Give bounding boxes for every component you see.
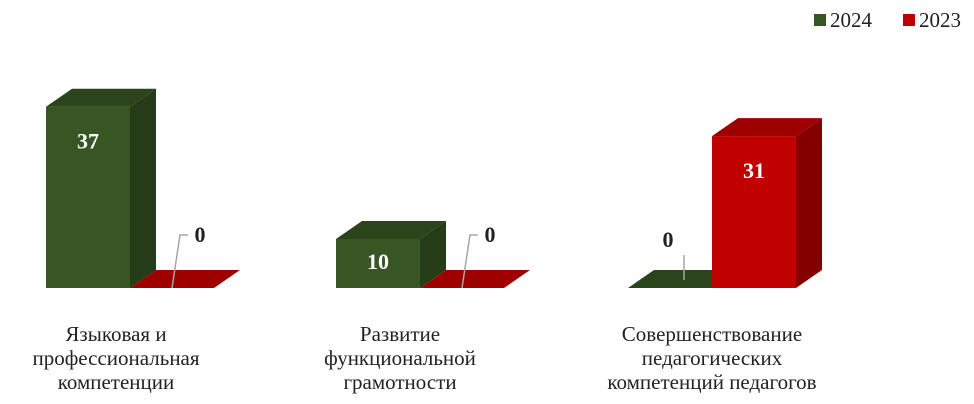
leader-line xyxy=(171,234,188,289)
category-label-line: Развитие xyxy=(360,322,440,346)
bar-side xyxy=(130,88,156,288)
category-label-line: грамотности xyxy=(343,370,456,394)
data-label-2024-3: 0 xyxy=(663,227,674,252)
legend-label: 2024 xyxy=(830,8,873,32)
data-label-2024-1: 37 xyxy=(77,129,99,154)
category-label-line: компетенций педагогов xyxy=(607,370,816,394)
bar-side xyxy=(796,118,822,288)
legend-item-2023: 2023 xyxy=(903,8,961,32)
legend-item-2024: 2024 xyxy=(814,8,873,32)
plot-area xyxy=(46,88,822,288)
data-label-2023-3: 31 xyxy=(743,158,765,183)
category-label-line: Языковая и xyxy=(65,322,166,346)
legend-swatch xyxy=(814,14,826,26)
bar-top xyxy=(420,270,530,288)
legend: 2024 2023 xyxy=(814,8,961,32)
data-label-2024-2: 10 xyxy=(367,249,389,274)
category-label-line: компетенции xyxy=(58,370,175,394)
bar-2024-1 xyxy=(46,88,156,288)
category-label-3: Совершенствованиепедагогическихкомпетенц… xyxy=(607,322,816,394)
data-label-2023-2: 0 xyxy=(485,222,496,247)
bar-2023-2 xyxy=(420,270,530,288)
category-label-line: Совершенствование xyxy=(622,322,802,346)
legend-label: 2023 xyxy=(919,8,961,32)
data-labels: 37 10 0 0 0 31 xyxy=(77,129,765,289)
data-label-2023-1: 0 xyxy=(195,222,206,247)
bar-front xyxy=(46,106,130,288)
bar-top xyxy=(46,88,156,107)
category-label-line: функциональной xyxy=(324,346,476,370)
bar-2023-3 xyxy=(712,118,822,288)
leader-line xyxy=(461,234,478,289)
bar-2024-2 xyxy=(336,221,446,288)
bar-2024-3 xyxy=(628,270,738,288)
bar-side xyxy=(420,221,446,288)
bar-front xyxy=(336,239,420,288)
category-label-line: профессиональная xyxy=(32,346,199,370)
category-label-line: педагогических xyxy=(642,346,783,370)
bar-top xyxy=(130,270,240,288)
bar-top xyxy=(336,221,446,239)
bar-top xyxy=(628,270,738,288)
bar-front xyxy=(712,136,796,288)
bar-2023-1 xyxy=(130,270,240,288)
bar-top xyxy=(712,118,822,137)
legend-swatch xyxy=(903,14,915,26)
